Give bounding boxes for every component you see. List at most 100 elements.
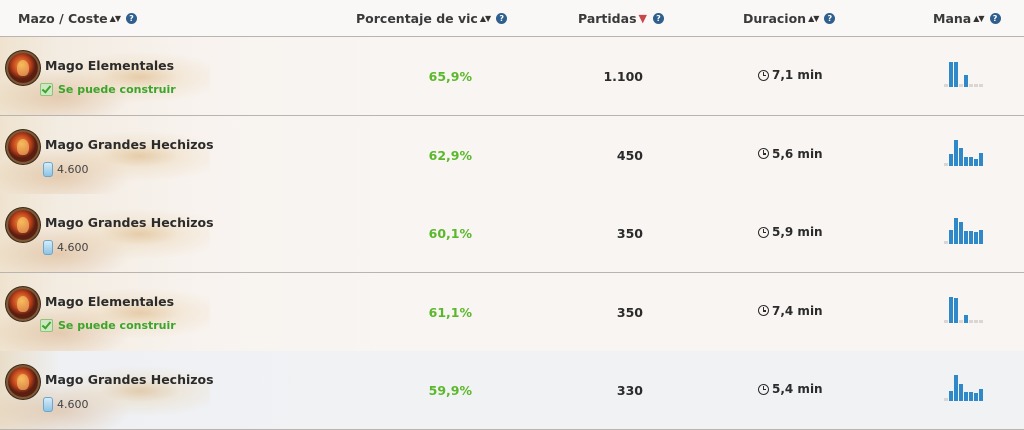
mana-bar <box>954 297 958 323</box>
mana-bar <box>974 319 978 323</box>
deck-name[interactable]: Mago Grandes Hechizos <box>45 372 214 387</box>
column-games[interactable]: Partidas ▼ ? <box>578 0 664 36</box>
deck-name[interactable]: Mago Elementales <box>45 293 175 309</box>
column-winrate-label: Porcentaje de vic <box>356 10 478 26</box>
clock-icon <box>758 69 769 81</box>
mana-bar <box>954 218 958 244</box>
column-games-label: Partidas <box>578 10 637 26</box>
mana-bar <box>969 392 973 401</box>
deck-subtext: Se puede construir <box>58 83 176 96</box>
help-icon[interactable]: ? <box>496 12 508 24</box>
mana-bar <box>954 139 958 166</box>
clock-icon <box>758 148 769 159</box>
sort-both-icon[interactable]: ▲▼ <box>109 13 121 23</box>
deck-subtext: 4.600 <box>57 398 89 411</box>
duration-cell: 5,4 min <box>758 382 823 396</box>
deck-subtext: Se puede construir <box>58 318 176 332</box>
deck-subtext: 4.600 <box>57 162 89 176</box>
duration-cell: 7,4 min <box>758 304 823 318</box>
mana-bar <box>959 147 963 166</box>
mana-bar <box>974 393 978 401</box>
check-icon <box>40 318 53 332</box>
column-mana[interactable]: Mana ▲▼ ? <box>933 0 1001 36</box>
mana-bar <box>964 75 968 87</box>
mana-bar <box>959 222 963 244</box>
help-icon[interactable]: ? <box>125 12 137 24</box>
winrate-value: 65,9% <box>428 69 472 84</box>
winrate-value: 61,1% <box>428 304 472 320</box>
winrate-value: 60,1% <box>428 226 472 241</box>
mana-bar <box>964 392 968 401</box>
column-mana-label: Mana <box>933 10 972 26</box>
deck-name[interactable]: Mago Elementales <box>45 58 175 73</box>
mage-class-icon <box>8 367 38 397</box>
mana-bar <box>954 62 958 87</box>
mana-curve-chart[interactable] <box>944 295 988 323</box>
mana-bar <box>974 232 978 244</box>
games-value: 330 <box>616 383 643 398</box>
dust-cost: 4.600 <box>40 397 89 412</box>
mana-bar <box>969 84 973 87</box>
table-header: Mazo / Coste ▲▼ ? Porcentaje de vic ▲▼ ?… <box>0 0 1024 37</box>
mana-bar <box>964 156 968 166</box>
sort-desc-icon[interactable]: ▼ <box>638 11 647 25</box>
duration-value: 7,1 min <box>772 68 823 82</box>
games-value: 1.100 <box>603 69 643 84</box>
deck-name[interactable]: Mago Grandes Hechizos <box>45 136 214 152</box>
mana-curve-chart[interactable] <box>944 59 988 87</box>
column-deck-cost[interactable]: Mazo / Coste ▲▼ ? <box>18 0 137 36</box>
column-winrate[interactable]: Porcentaje de vic ▲▼ ? <box>356 0 508 36</box>
dust-cost: 4.600 <box>40 161 89 177</box>
deck-row[interactable]: Mago Elementales Se puede construir 61,1% 3… <box>0 272 1024 352</box>
buildable-status: Se puede construir <box>40 83 176 96</box>
mage-class-icon <box>8 53 38 83</box>
winrate-value: 59,9% <box>428 383 472 398</box>
mana-bar <box>959 84 963 87</box>
mana-bar <box>979 230 983 244</box>
check-icon <box>40 83 53 96</box>
mana-bar <box>949 391 953 401</box>
mana-bar <box>959 384 963 401</box>
sort-both-icon[interactable]: ▲▼ <box>479 13 491 23</box>
buildable-status: Se puede construir <box>40 318 176 332</box>
mage-class-icon <box>8 210 38 240</box>
games-value: 450 <box>616 147 643 163</box>
deck-row[interactable]: Mago Grandes Hechizos 4.600 62,9% 450 5,6 mi… <box>0 115 1024 195</box>
deck-row[interactable]: Mago Grandes Hechizos 4.600 60,1% 350 5,9 mi… <box>0 194 1024 273</box>
mana-bar <box>944 319 948 323</box>
clock-icon <box>758 305 769 316</box>
mana-bar <box>979 152 983 166</box>
deck-row[interactable]: Mago Grandes Hechizos 4.600 59,9% 330 5,4 mi… <box>0 351 1024 430</box>
duration-value: 7,4 min <box>772 303 823 318</box>
mana-curve-chart[interactable] <box>944 138 988 166</box>
dust-icon <box>43 240 53 255</box>
mana-bar <box>944 162 948 166</box>
help-icon[interactable]: ? <box>652 12 664 24</box>
mana-curve-chart[interactable] <box>944 216 988 244</box>
deck-row[interactable]: Mago Elementales Se puede construir 65,9% 1… <box>0 37 1024 116</box>
duration-value: 5,4 min <box>772 382 823 396</box>
mana-bar <box>969 231 973 244</box>
column-duration[interactable]: Duracion ▲▼ ? <box>743 0 836 36</box>
mana-bar <box>949 153 953 166</box>
sort-both-icon[interactable]: ▲▼ <box>808 13 819 23</box>
mage-class-icon <box>8 131 38 162</box>
mana-bar <box>949 62 953 87</box>
help-icon[interactable]: ? <box>989 12 1001 24</box>
mana-bar <box>979 319 983 323</box>
dust-icon <box>43 397 53 412</box>
column-deck-cost-label: Mazo / Coste <box>18 10 108 26</box>
mana-bar <box>969 156 973 166</box>
help-icon[interactable]: ? <box>824 12 836 24</box>
mana-bar <box>979 84 983 87</box>
dust-cost: 4.600 <box>40 240 89 255</box>
clock-icon <box>758 383 769 395</box>
deck-name[interactable]: Mago Grandes Hechizos <box>45 215 214 230</box>
mage-class-icon <box>8 288 38 319</box>
duration-value: 5,9 min <box>772 225 823 239</box>
sort-both-icon[interactable]: ▲▼ <box>973 13 984 23</box>
mana-bar <box>969 319 973 323</box>
winrate-value: 62,9% <box>428 147 472 163</box>
games-value: 350 <box>616 304 643 320</box>
mana-curve-chart[interactable] <box>944 373 988 401</box>
